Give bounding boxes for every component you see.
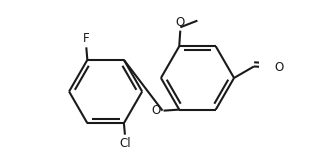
Text: O: O bbox=[152, 104, 161, 117]
Text: F: F bbox=[83, 32, 90, 45]
Text: O: O bbox=[176, 16, 185, 29]
Text: O: O bbox=[274, 61, 284, 74]
Text: Cl: Cl bbox=[119, 137, 131, 150]
